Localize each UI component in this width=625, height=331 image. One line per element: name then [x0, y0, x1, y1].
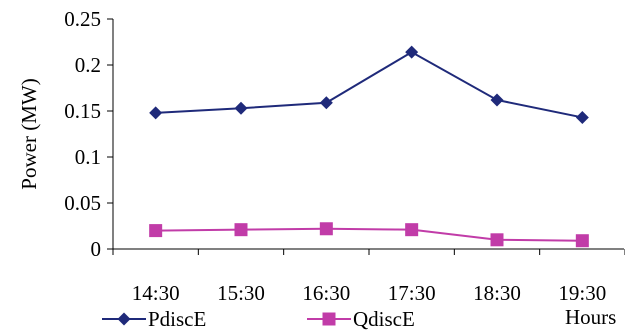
x-axis-title: Hours [565, 305, 616, 329]
y-tick-label: 0.25 [64, 7, 101, 31]
data-point [149, 106, 163, 120]
data-point [234, 101, 248, 115]
x-tick-label: 17:30 [388, 281, 436, 305]
x-ticks: 14:30 15:30 16:30 17:30 18:30 19:30 [112, 249, 625, 305]
data-point [575, 234, 589, 248]
legend-item-QdiscE: QdiscE [307, 307, 415, 331]
series-QdiscE [149, 222, 589, 248]
series-PdiscE [149, 45, 589, 124]
axes [112, 19, 624, 250]
data-point [490, 93, 504, 107]
x-tick-label: 14:30 [132, 281, 180, 305]
y-tick-label: 0.15 [64, 99, 101, 123]
y-tick-label: 0.2 [75, 53, 101, 77]
y-tick-label: 0.05 [64, 191, 101, 215]
x-tick-label: 18:30 [473, 281, 521, 305]
y-tick-label: 0.1 [75, 145, 101, 169]
data-point [149, 224, 163, 238]
x-tick-label: 19:30 [558, 281, 606, 305]
data-point [234, 223, 248, 237]
legend-item-PdiscE: PdiscE [102, 307, 206, 331]
data-point [405, 45, 419, 59]
data-point [319, 96, 333, 110]
y-ticks: 0 0.05 0.1 0.15 0.2 0.25 [64, 7, 113, 261]
legend-label: PdiscE [148, 307, 206, 331]
legend-swatch-marker [322, 312, 336, 326]
series-group [149, 45, 589, 248]
legend-label: QdiscE [353, 307, 415, 331]
legend: PdiscE QdiscE [102, 307, 415, 331]
x-tick-label: 16:30 [302, 281, 350, 305]
y-tick-label: 0 [91, 237, 102, 261]
x-tick-label: 15:30 [217, 281, 265, 305]
data-point [575, 110, 589, 124]
series-line [155, 50, 583, 119]
series-line [155, 227, 583, 242]
y-axis-title: Power (MW) [17, 78, 41, 189]
legend-swatch-marker [117, 312, 131, 326]
data-point [490, 233, 504, 247]
data-point [405, 223, 419, 237]
data-point [319, 222, 333, 236]
